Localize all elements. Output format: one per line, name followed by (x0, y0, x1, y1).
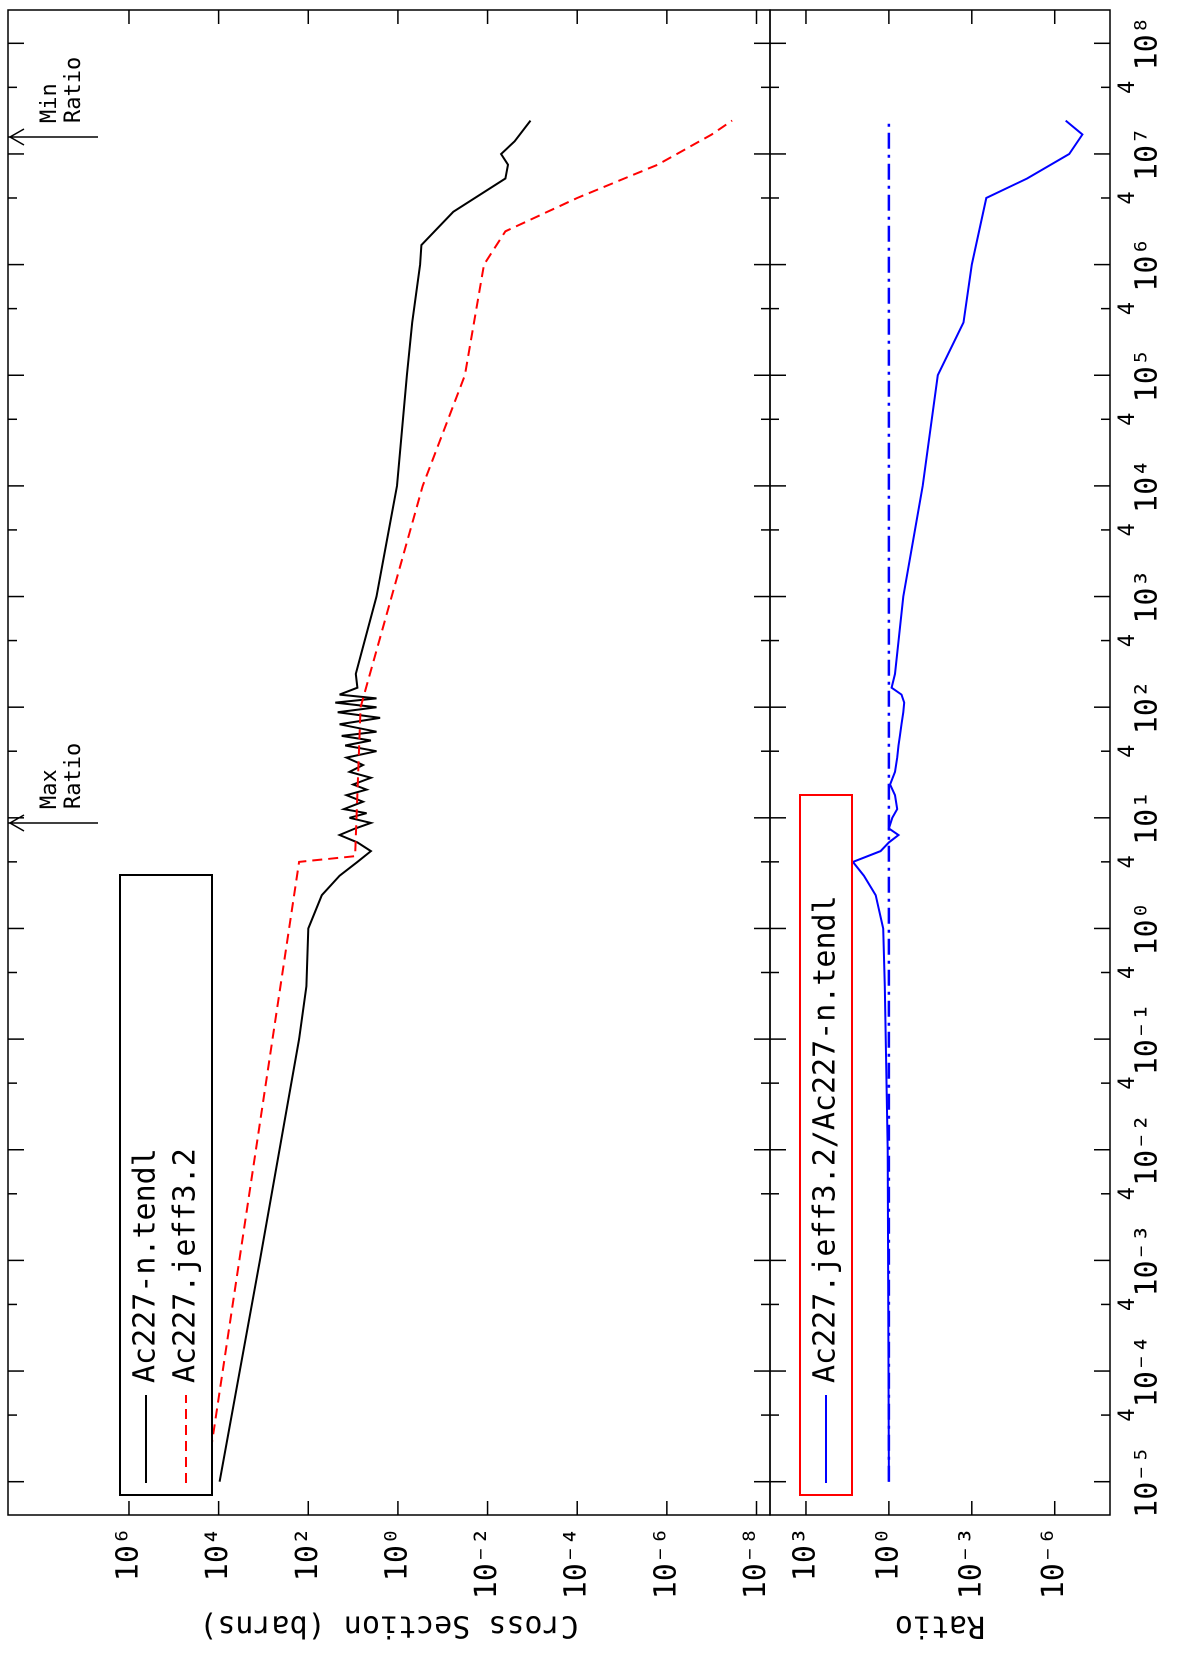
x-tick-label: 10⁻⁵ (1130, 1446, 1165, 1518)
y-tick-label: 10⁻⁶ (648, 1527, 683, 1599)
y-tick-label: 10⁴ (200, 1527, 235, 1581)
y-axis-title: Cross Section (barns) (199, 1609, 578, 1644)
x-tick-label: 4 (1115, 634, 1140, 647)
x-tick-label: 10⁻² (1130, 1114, 1165, 1186)
annotation-arrow (8, 128, 25, 146)
data-line (205, 119, 733, 1482)
data-line (851, 119, 1084, 1482)
x-tick-label: 10⁰ (1130, 901, 1165, 955)
y-tick-label: 10⁻⁴ (559, 1527, 594, 1599)
y-tick-label: 10⁰ (870, 1527, 905, 1581)
annotation-text: Min (37, 83, 62, 123)
panel-frame (769, 9, 1111, 1516)
annotation-text: Ratio (61, 57, 86, 123)
y-tick-label: 10² (290, 1527, 325, 1581)
data-line (218, 119, 532, 1482)
x-tick-label: 10⁷ (1130, 127, 1165, 181)
y-tick-label: 10⁻⁶ (1036, 1527, 1071, 1599)
legend-box (799, 794, 853, 1496)
x-tick-label: 10⁻⁴ (1130, 1335, 1165, 1407)
rotated-plot: Cross Section (barns) 10⁶ 10⁴ 10² 10⁰ 10⁻² 10⁻… (7, 9, 1165, 1644)
x-tick-label: 4 (1115, 1298, 1140, 1311)
x-tick-label: 10⁻¹ (1130, 1003, 1165, 1075)
x-tick-label: 4 (1115, 302, 1140, 315)
x-tick-label: 4 (1115, 191, 1140, 204)
x-tick-label: 4 (1115, 855, 1140, 868)
x-tick-label: 4 (1115, 81, 1140, 94)
y-tick-label: 10⁻⁸ (738, 1527, 773, 1599)
x-tick-label: 10⁻³ (1130, 1224, 1165, 1296)
x-tick-label: 4 (1115, 523, 1140, 536)
x-tick-label: 4 (1115, 413, 1140, 426)
legend-label: Ac227.jeff3.2/Ac227-n.tendl (808, 895, 843, 1383)
y-tick-label: 10⁻³ (953, 1527, 988, 1599)
y-tick-label: 10³ (787, 1527, 822, 1581)
legend-label: Ac227.jeff3.2 (168, 1148, 203, 1383)
x-tick-label: 4 (1115, 966, 1140, 979)
annotation-text: Max (37, 769, 62, 809)
y-tick-label: 10⁶ (110, 1527, 145, 1581)
x-tick-label: 4 (1115, 745, 1140, 758)
x-tick-label: 10⁵ (1130, 348, 1165, 402)
y-tick-label: 10⁻² (469, 1527, 504, 1599)
x-tick-label: 10⁶ (1130, 238, 1165, 292)
x-tick-label: 10¹ (1130, 791, 1165, 845)
legend-box (119, 874, 213, 1496)
annotation-text: Ratio (61, 743, 86, 809)
x-tick-label: 4 (1115, 1408, 1140, 1421)
x-tick-label: 10² (1130, 680, 1165, 734)
x-tick-label: 4 (1115, 1077, 1140, 1090)
x-tick-label: 10³ (1130, 569, 1165, 623)
x-tick-label: 4 (1115, 1187, 1140, 1200)
y-tick-label: 10⁰ (379, 1527, 414, 1581)
legend-label: Ac227-n.tendl (128, 1148, 163, 1383)
y-axis-title: Ratio (895, 1609, 985, 1644)
x-tick-label: 10⁴ (1130, 459, 1165, 513)
x-tick-label: 10⁸ (1130, 16, 1165, 70)
